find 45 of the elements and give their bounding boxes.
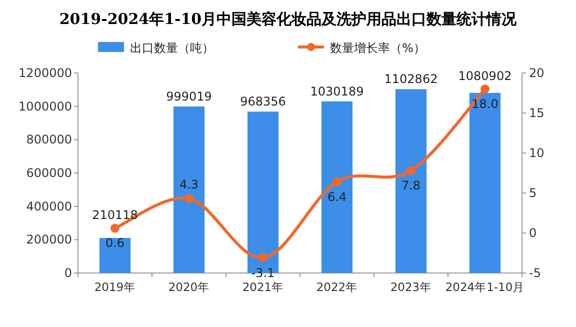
data-label: 1030189: [310, 84, 364, 98]
x-tick-label: 2024年1-10月: [445, 280, 525, 294]
data-label: 1080902: [458, 69, 512, 83]
data-label: 7.8: [401, 178, 421, 193]
data-label: 4.3: [179, 178, 199, 192]
point: [110, 224, 120, 233]
point: [258, 253, 268, 262]
y2-tick-label: 20: [529, 66, 544, 80]
x-tick-label: 2023年: [390, 280, 432, 294]
point: [480, 84, 490, 94]
y2-tick-label: 5: [529, 186, 537, 200]
y-tick-label: 400000: [26, 199, 72, 214]
data-label: 1102862: [384, 72, 438, 86]
bar: [469, 92, 501, 273]
y2-tick-label: 0: [529, 226, 537, 240]
data-label: 210118: [92, 208, 138, 222]
x-tick-label: 2020年: [168, 280, 210, 294]
legend-label: 数量增长率（%）: [330, 41, 426, 55]
y-tick-label: 600000: [26, 166, 72, 180]
data-label: 6.4: [327, 190, 347, 204]
x-tick-label: 2022年: [316, 280, 358, 294]
y-tick-label: 1200000: [18, 66, 72, 80]
bar: [173, 106, 205, 273]
y2-tick-label: 10: [529, 146, 544, 160]
y-tick-label: 200000: [26, 232, 72, 247]
y2-tick-label: -5: [529, 266, 541, 280]
data-label: -3.1: [251, 266, 275, 280]
y-tick-label: 1000000: [18, 99, 72, 114]
point: [184, 194, 194, 204]
y-tick-label: 800000: [26, 132, 72, 147]
data-label: 18.0: [472, 97, 498, 111]
bar: [395, 89, 427, 273]
data-label: 968356: [240, 94, 286, 109]
x-tick-label: 2019年: [94, 280, 136, 294]
y2-tick-label: 15: [529, 106, 544, 120]
data-label: 0.6: [105, 236, 125, 250]
legend-label: 出口数量（吨）: [130, 41, 214, 55]
bar: [321, 101, 353, 273]
chart-title: 2019-2024年1-10月中国美容化妆品及洗护用品出口数量统计情况: [59, 10, 518, 28]
point: [332, 177, 342, 186]
point: [406, 166, 416, 176]
x-tick-label: 2021年: [242, 280, 284, 294]
y-tick-label: 0: [64, 266, 72, 280]
data-label: 999019: [166, 89, 212, 104]
bar: [99, 238, 131, 273]
